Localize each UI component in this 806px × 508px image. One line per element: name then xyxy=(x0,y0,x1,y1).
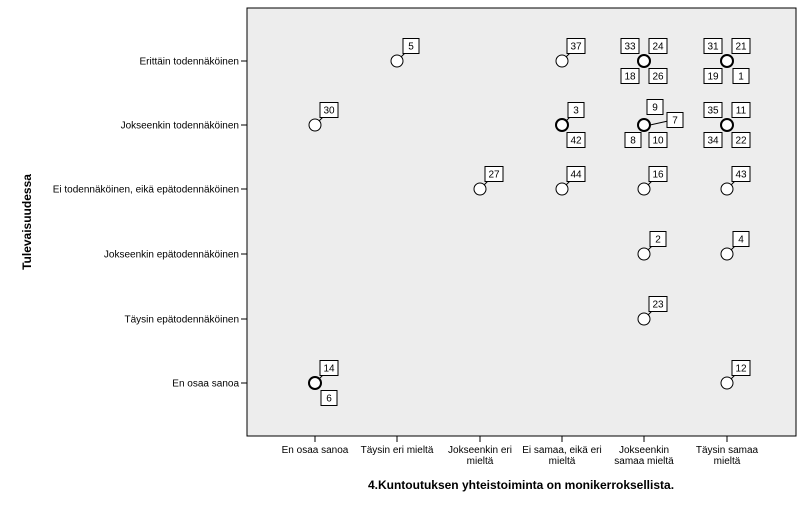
svg-text:35: 35 xyxy=(707,106,719,117)
svg-text:30: 30 xyxy=(323,106,335,117)
svg-text:44: 44 xyxy=(570,170,582,181)
svg-text:23: 23 xyxy=(652,300,664,311)
svg-text:37: 37 xyxy=(570,42,582,53)
x-tick-label: Ei samaa, eikä eri mieltä xyxy=(522,445,601,467)
svg-text:3: 3 xyxy=(573,106,579,117)
y-tick-label: Täysin epätodennäköinen xyxy=(124,315,239,326)
svg-text:1: 1 xyxy=(738,72,744,83)
svg-text:31: 31 xyxy=(707,42,719,53)
data-point xyxy=(308,118,322,132)
point-label: 3 xyxy=(567,102,585,118)
x-tick-label: Täysin samaa mieltä xyxy=(696,445,759,467)
svg-text:18: 18 xyxy=(624,72,636,83)
svg-text:42: 42 xyxy=(570,136,582,147)
y-axis-title: Tulevaisuudessa xyxy=(20,174,34,270)
data-point xyxy=(720,247,734,261)
svg-text:2: 2 xyxy=(655,235,661,246)
data-point xyxy=(720,118,734,132)
x-axis: En osaa sanoa Täysin eri mieltä Jokseenkin… xyxy=(282,436,759,467)
svg-text:26: 26 xyxy=(652,72,664,83)
y-axis: Erittäin todennäköinen Jokseenkin todennä… xyxy=(53,57,247,390)
x-tick-label: Jokseenkin eri mieltä xyxy=(448,445,512,467)
point-label: 21 xyxy=(731,38,751,54)
point-label: 2 xyxy=(649,231,667,247)
point-label: 27 xyxy=(484,166,504,182)
svg-text:33: 33 xyxy=(624,42,636,53)
y-tick-label: Jokseenkin epätodennäköinen xyxy=(104,250,239,261)
point-label: 8 xyxy=(624,132,642,148)
data-point xyxy=(637,54,651,68)
point-label: 26 xyxy=(648,68,668,84)
point-label: 9 xyxy=(646,99,664,115)
y-tick-label: Jokseenkin todennäköinen xyxy=(121,121,239,132)
svg-text:4: 4 xyxy=(738,235,744,246)
data-point xyxy=(555,118,569,132)
svg-text:12: 12 xyxy=(735,364,747,375)
x-tick-label: Jokseenkin samaa mieltä xyxy=(614,445,674,467)
point-label: 37 xyxy=(566,38,586,54)
point-label: 6 xyxy=(320,390,338,406)
y-tick-label: En osaa sanoa xyxy=(172,379,239,390)
svg-text:8: 8 xyxy=(630,136,636,147)
point-label: 44 xyxy=(566,166,586,182)
x-tick-label: En osaa sanoa xyxy=(282,445,349,456)
point-label: 5 xyxy=(402,38,420,54)
data-point xyxy=(637,247,651,261)
svg-text:10: 10 xyxy=(652,136,664,147)
data-point xyxy=(720,54,734,68)
data-point xyxy=(555,54,569,68)
point-label: 30 xyxy=(319,102,339,118)
data-point xyxy=(637,118,651,132)
svg-text:9: 9 xyxy=(652,103,658,114)
x-axis-title: 4.Kuntoutuksen yhteistoiminta on moniker… xyxy=(368,478,674,492)
point-label: 43 xyxy=(731,166,751,182)
svg-text:43: 43 xyxy=(735,170,747,181)
svg-text:5: 5 xyxy=(408,42,414,53)
point-label: 34 xyxy=(703,132,723,148)
point-label: 33 xyxy=(620,38,640,54)
svg-text:21: 21 xyxy=(735,42,747,53)
data-point xyxy=(637,182,651,196)
point-label: 35 xyxy=(703,102,723,118)
data-point xyxy=(637,312,651,326)
point-label: 19 xyxy=(703,68,723,84)
point-label: 16 xyxy=(648,166,668,182)
point-label: 10 xyxy=(648,132,668,148)
svg-text:6: 6 xyxy=(326,394,332,405)
point-label: 23 xyxy=(648,296,668,312)
svg-text:16: 16 xyxy=(652,170,664,181)
point-label: 12 xyxy=(731,360,751,376)
point-label: 14 xyxy=(319,360,339,376)
svg-text:14: 14 xyxy=(323,364,335,375)
point-label: 24 xyxy=(648,38,668,54)
svg-text:27: 27 xyxy=(488,170,500,181)
y-tick-label: Erittäin todennäköinen xyxy=(139,57,239,68)
point-label: 11 xyxy=(731,102,751,118)
data-point xyxy=(473,182,487,196)
point-label: 1 xyxy=(732,68,750,84)
svg-text:34: 34 xyxy=(707,136,719,147)
svg-text:22: 22 xyxy=(735,136,747,147)
svg-text:11: 11 xyxy=(736,106,747,117)
data-point xyxy=(720,376,734,390)
point-label: 18 xyxy=(620,68,640,84)
point-label: 42 xyxy=(566,132,586,148)
point-label: 7 xyxy=(666,112,684,128)
data-point xyxy=(390,54,404,68)
data-point xyxy=(308,376,322,390)
y-tick-label: Ei todennäköinen, eikä epätodennäköinen xyxy=(53,185,239,196)
point-label: 22 xyxy=(731,132,751,148)
point-label: 4 xyxy=(732,231,750,247)
data-point xyxy=(555,182,569,196)
x-tick-label: Täysin eri mieltä xyxy=(361,445,434,456)
svg-text:19: 19 xyxy=(707,72,719,83)
svg-text:24: 24 xyxy=(652,42,664,53)
data-point xyxy=(720,182,734,196)
svg-text:7: 7 xyxy=(672,116,678,127)
point-label: 31 xyxy=(703,38,723,54)
